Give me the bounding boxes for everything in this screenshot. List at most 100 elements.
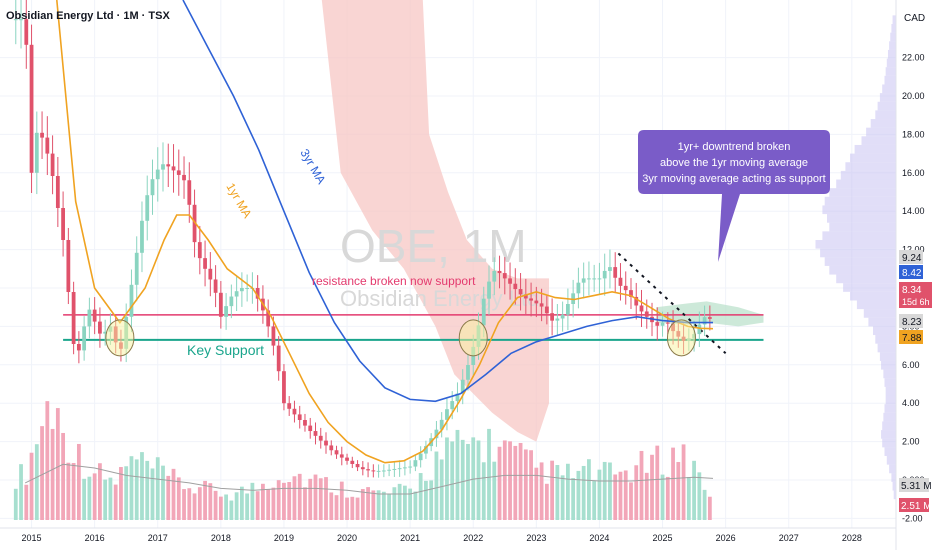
volume-profile-bar: [866, 127, 896, 137]
volume-bars: [13, 401, 714, 520]
volume-profile-bar: [824, 196, 896, 206]
candle-body: [98, 321, 102, 334]
volume-bar: [455, 429, 460, 520]
candle-body: [534, 300, 539, 304]
volume-bar: [592, 481, 597, 520]
volume-bar: [166, 475, 171, 520]
candle-body: [87, 309, 92, 327]
volume-profile-bar: [845, 162, 896, 171]
candle-body: [40, 132, 44, 138]
volume-bar: [692, 460, 696, 520]
candle-body: [376, 470, 381, 472]
volume-bar: [387, 493, 392, 520]
volume-bar: [145, 460, 150, 520]
volume-profile-bar: [854, 144, 896, 154]
watermark-name: Obsidian Energy Ltd: [340, 286, 539, 311]
volume-profile-bar: [893, 490, 896, 500]
volume-profile-bar: [892, 481, 896, 491]
candle-body: [492, 270, 497, 282]
y-tick-label: 14.00: [902, 206, 925, 216]
candle-body: [34, 132, 39, 173]
volume-bar: [124, 466, 129, 520]
volume-profile-bar: [879, 93, 896, 102]
candle-body: [513, 283, 518, 290]
callout-line-3: 3yr moving average acting as support: [642, 173, 825, 185]
candle-body: [318, 435, 323, 441]
candle-body: [445, 409, 449, 420]
candle-body: [334, 450, 339, 455]
x-tick-label: 2018: [211, 533, 231, 543]
callout-box: [638, 130, 830, 262]
candle-body: [234, 291, 239, 297]
candle-body: [303, 420, 307, 426]
volume-profile-bar: [882, 421, 896, 431]
candle-body: [55, 176, 60, 208]
volume-bar: [629, 482, 633, 520]
volume-bar: [119, 467, 123, 520]
volume-bar: [445, 437, 449, 520]
candle-body: [618, 277, 623, 286]
volume-bar: [197, 487, 202, 520]
candle-body: [76, 344, 81, 351]
volume-profile-bar: [822, 231, 896, 240]
volume-profile-bar: [889, 464, 896, 474]
x-tick-label: 2017: [148, 533, 168, 543]
volume-bar: [324, 477, 328, 520]
volume-profile-bar: [861, 136, 896, 145]
volume-bar: [371, 490, 376, 520]
vol-tag-last: 2.51 M: [901, 501, 932, 512]
volume-bar: [476, 440, 481, 520]
volume-bar: [45, 401, 50, 520]
volume-bar: [55, 408, 60, 520]
candle-body: [660, 322, 665, 326]
volume-profile-bar: [883, 369, 896, 379]
volume-profile-bar: [884, 75, 896, 85]
volume-bar: [655, 445, 660, 520]
candle-body: [629, 290, 633, 297]
support-touch-circle: [666, 319, 696, 357]
volume-profile-bar: [822, 205, 896, 215]
y-tick-label: 16.00: [902, 168, 925, 178]
tag-7-88-bg: [899, 330, 923, 344]
candle-body: [266, 310, 271, 327]
volume-bar: [250, 482, 255, 520]
candle-body: [523, 294, 528, 299]
tag-last-price-bg: [899, 282, 932, 308]
candle-body: [19, 19, 23, 21]
candle-body: [639, 305, 644, 312]
candle-body: [555, 318, 560, 321]
volume-bar: [429, 480, 434, 520]
volume-bar: [261, 483, 265, 520]
volume-profile-bar: [820, 248, 896, 258]
candle-body: [255, 288, 260, 299]
ma-1yr-line: [56, 0, 714, 464]
candle-body: [487, 281, 491, 299]
volume-profile-bar: [850, 153, 896, 163]
candle-body: [424, 446, 428, 454]
volume-bar: [418, 473, 423, 520]
volume-profile-bar: [883, 412, 896, 422]
candle-body: [92, 309, 97, 322]
candle-body: [13, 19, 18, 21]
volume-bar: [518, 442, 523, 520]
volume-bar: [481, 462, 486, 520]
candle-body: [434, 429, 439, 439]
candle-body: [192, 204, 197, 243]
volume-bar: [40, 426, 44, 520]
vol-tag-ma-bg: [899, 478, 929, 492]
candle-body: [439, 419, 444, 430]
candle-body: [702, 317, 707, 325]
candle-body: [339, 454, 344, 458]
y-tick-label: -2.00: [902, 513, 923, 523]
volume-profile-bar: [884, 404, 896, 413]
volume-bar: [502, 440, 507, 520]
volume-profile-bar: [891, 473, 896, 482]
volume-bar: [334, 495, 339, 520]
x-tick-label: 2020: [337, 533, 357, 543]
candle-body: [508, 278, 512, 284]
candle-body: [539, 303, 544, 307]
candle-body: [481, 298, 486, 326]
volume-bar: [466, 443, 470, 520]
volume-profile-bar: [873, 326, 896, 336]
